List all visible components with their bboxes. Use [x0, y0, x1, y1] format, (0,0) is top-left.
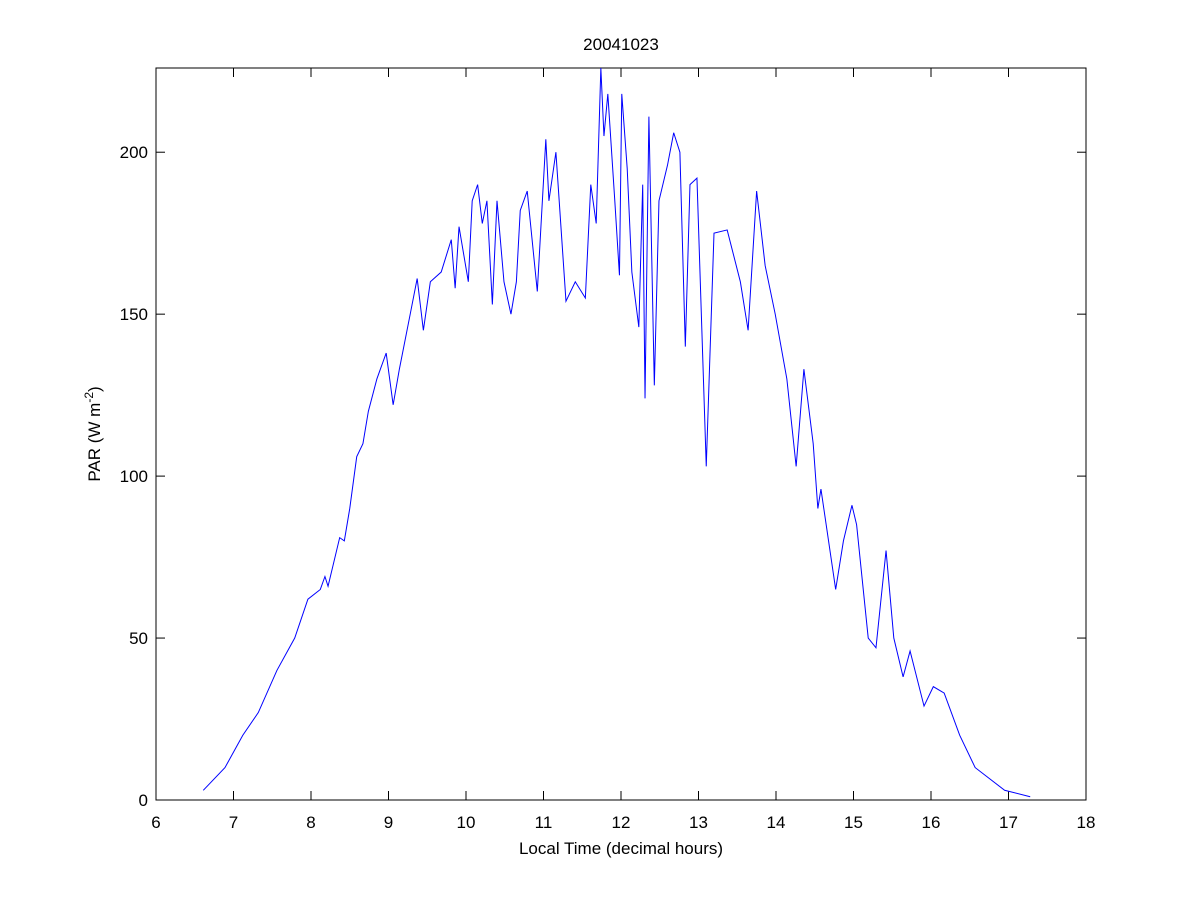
y-tick-label: 150 [120, 305, 148, 324]
x-tick-label: 11 [535, 813, 553, 832]
y-tick-label: 200 [120, 143, 148, 162]
y-label-part: ) [85, 386, 104, 392]
x-tick-label: 10 [457, 813, 476, 832]
y-tick-label: 0 [139, 791, 148, 810]
y-label-sup: -2 [82, 392, 96, 403]
x-tick-label: 8 [306, 813, 315, 832]
x-tick-label: 17 [999, 813, 1018, 832]
x-tick-label: 12 [612, 813, 631, 832]
x-tick-label: 13 [689, 813, 708, 832]
y-tick-label: 50 [129, 629, 148, 648]
x-tick-label: 6 [151, 813, 160, 832]
y-axis-label: PAR (W m-2) [82, 386, 104, 481]
x-tick-label: 14 [767, 813, 786, 832]
x-tick-label: 7 [229, 813, 238, 832]
x-tick-label: 15 [844, 813, 863, 832]
x-tick-label: 16 [922, 813, 941, 832]
y-tick-label: 100 [120, 467, 148, 486]
data-line [202, 67, 1031, 798]
chart-title: 20041023 [583, 35, 659, 54]
x-axis-label: Local Time (decimal hours) [519, 839, 723, 858]
y-label-part: PAR (W m [85, 403, 104, 482]
x-tick-label: 9 [384, 813, 393, 832]
x-tick-label: 18 [1077, 813, 1096, 832]
